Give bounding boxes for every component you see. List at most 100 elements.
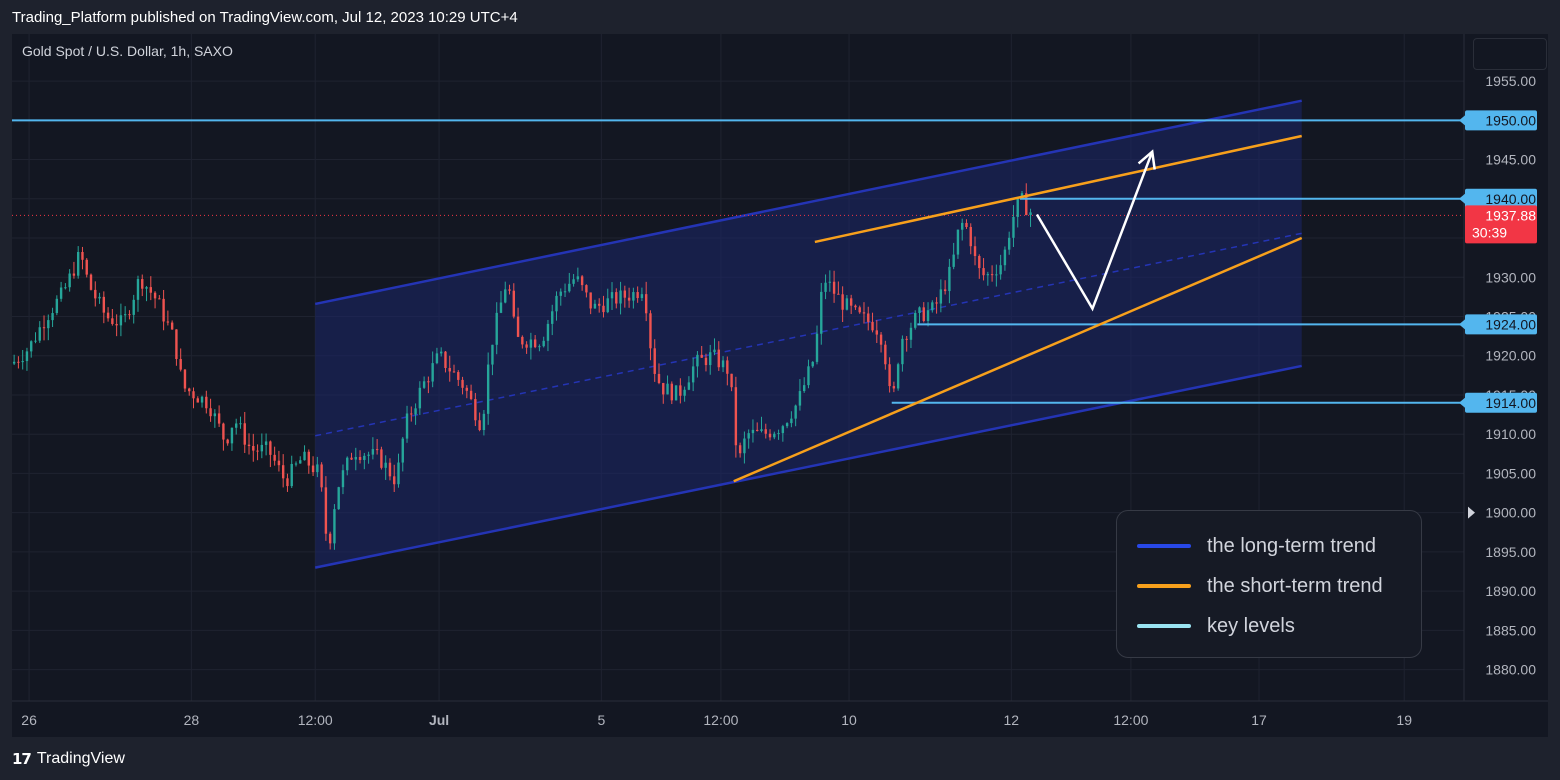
candle-up [51,313,54,321]
candle-up [431,363,434,382]
candle-down [602,305,605,313]
candle-up [781,426,785,434]
time-axis-panel [12,701,1548,737]
price-tick-label: 1890.00 [1485,583,1536,599]
candle-down [448,368,451,372]
candle-up [239,423,242,425]
candle-down [81,251,84,260]
candle-down [149,287,152,293]
candle-up [495,312,498,345]
price-tick-label: 1905.00 [1485,465,1536,481]
candle-up [414,408,417,415]
candle-down [589,292,592,309]
candle-up [439,351,443,354]
time-tick-label: 5 [597,712,605,728]
candle-up [721,360,725,368]
candle-down [89,274,93,290]
candle-up [568,283,571,292]
price-chart[interactable]: 1955.001950.001945.001940.001935.001930.… [12,34,1548,737]
time-tick-label: 12:00 [703,712,738,728]
candle-up [30,341,33,352]
candle-up [995,274,998,276]
candle-up [926,310,930,321]
candle-down [854,305,857,308]
legend-item-long-term: the long-term trend [1137,534,1376,558]
candle-up [145,287,148,289]
candle-down [158,298,161,300]
price-tick-label: 1895.00 [1485,544,1536,560]
candle-down [153,292,157,299]
legend-box: the long-term trend the short-term trend… [1116,510,1422,658]
key-level-tag-label: 1950.00 [1485,112,1536,128]
candle-up [68,273,71,288]
time-tick-label: 12 [1004,712,1020,728]
candle-up [303,451,306,461]
candle-down [512,290,515,317]
candle-up [918,307,921,313]
candle-up [1007,237,1011,250]
chart-settings-box[interactable] [1473,38,1547,70]
candle-up [123,314,127,316]
candle-down [17,361,20,363]
candle-down [704,357,708,366]
candle-up [435,353,439,364]
candle-up [1003,249,1007,266]
candle-up [563,291,567,293]
candle-down [243,423,246,445]
candle-down [286,478,289,487]
candle-up [948,266,951,292]
candle-down [269,441,272,455]
candle-down [1025,193,1028,216]
candle-down [670,383,674,401]
candle-down [111,318,114,324]
key-level-tag-pointer [1459,397,1465,408]
candle-up [371,449,375,455]
candle-down [922,307,925,321]
legend-item-key-levels: key levels [1137,614,1295,638]
candle-down [175,329,178,360]
candle-up [59,287,63,299]
candle-down [943,289,947,292]
projection-arrowhead-icon [1137,149,1156,170]
candle-down [623,290,627,298]
candle-down [444,351,447,369]
legend-item-short-term: the short-term trend [1137,574,1383,598]
candle-down [730,373,733,388]
price-tick-label: 1945.00 [1485,152,1536,168]
candle-up [640,294,644,299]
candle-down [884,344,887,365]
candle-up [931,302,934,311]
candle-up [422,381,426,388]
candle-up [316,464,319,473]
time-tick-label: 12:00 [298,712,333,728]
candle-down [516,316,520,337]
candle-down [935,302,938,304]
candle-down [978,256,981,269]
candle-down [72,273,76,276]
candle-up [790,418,793,424]
candle-down [358,456,362,460]
candle-down [461,379,464,388]
footer-brand[interactable]: 17 TradingView [12,748,125,770]
candle-down [717,349,720,368]
time-tick-label: Jul [429,712,449,728]
candle-up [794,405,797,419]
long-term-channel-lower [314,364,1302,569]
current-price-tag [1465,205,1537,244]
chart-pane[interactable]: 1955.001950.001945.001940.001935.001930.… [12,34,1548,737]
candle-down [42,327,46,329]
candle-down [615,292,618,304]
key-level-tag [1465,110,1537,131]
candle-up [747,433,750,439]
candle-down [965,222,968,228]
candle-down [636,292,639,299]
candle-up [367,454,370,456]
candle-down [756,429,759,431]
candle-down [662,383,665,395]
candle-down [892,386,896,389]
candle-up [551,311,554,324]
candle-down [375,449,379,451]
candle-down [252,445,255,451]
candle-down [734,387,738,446]
